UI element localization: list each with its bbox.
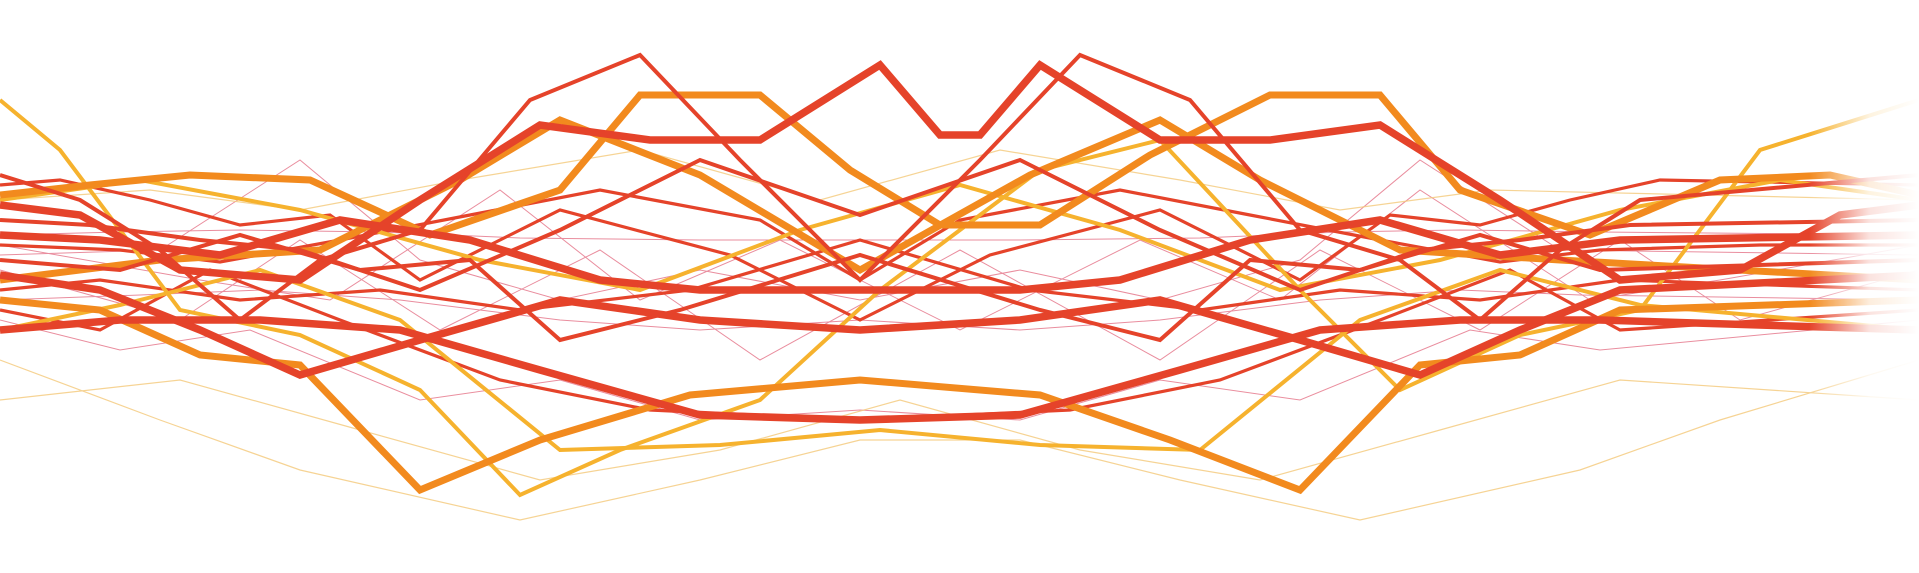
thick-red-lines: [0, 60, 1919, 424]
medium-red-web: [0, 52, 1919, 343]
thick-orange-lines: [0, 91, 1919, 495]
